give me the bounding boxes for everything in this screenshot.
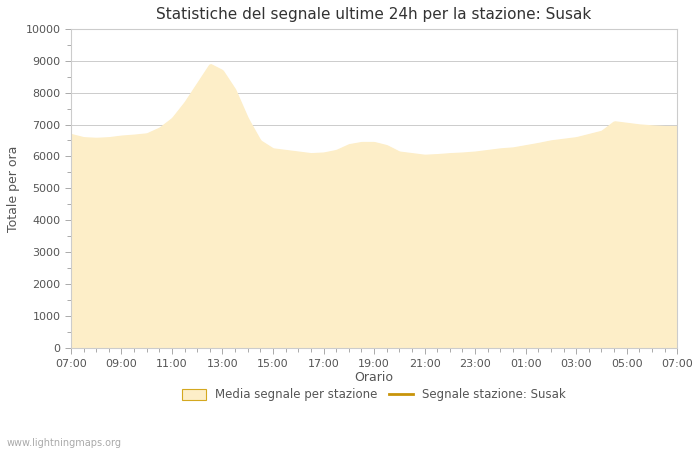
Legend: Media segnale per stazione, Segnale stazione: Susak: Media segnale per stazione, Segnale staz… (177, 384, 570, 406)
Y-axis label: Totale per ora: Totale per ora (7, 145, 20, 232)
Text: www.lightningmaps.org: www.lightningmaps.org (7, 438, 122, 448)
X-axis label: Orario: Orario (354, 371, 393, 384)
Title: Statistiche del segnale ultime 24h per la stazione: Susak: Statistiche del segnale ultime 24h per l… (156, 7, 592, 22)
